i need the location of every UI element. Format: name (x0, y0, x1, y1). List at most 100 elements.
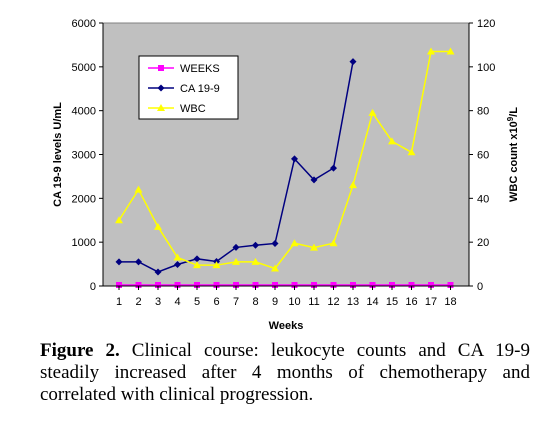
wbc-point (115, 216, 123, 224)
ca19-9-point (157, 84, 165, 92)
x-tick-label: 8 (252, 296, 258, 308)
legend-label: WEEKS (180, 63, 220, 75)
x-tick-label: 12 (327, 296, 339, 308)
legend-label: CA 19-9 (180, 83, 220, 95)
x-tick-label: 14 (366, 296, 378, 308)
wbc-point (329, 239, 338, 247)
x-axis-title: Weeks (269, 320, 304, 332)
y-left-tick-label: 5000 (72, 62, 96, 74)
wbc-point (173, 253, 182, 261)
weeks-point (389, 282, 395, 288)
y-left-tick-label: 0 (90, 281, 96, 293)
caption-label: Figure 2. (40, 340, 120, 361)
weeks-point (233, 282, 239, 288)
y-axis-left-title: CA 19-9 levels U/mL (52, 102, 64, 207)
weeks-point (330, 282, 337, 288)
wbc-point (212, 261, 221, 269)
wbc-point (154, 222, 162, 230)
y-axis-right-title-sup: 9 (506, 116, 515, 121)
weeks-point (158, 65, 164, 71)
x-tick-label: 2 (135, 296, 141, 308)
ca19-9-series (115, 58, 357, 276)
ca19-9-point (271, 239, 279, 247)
weeks-point (194, 282, 200, 288)
weeks-point (350, 282, 356, 288)
wbc-point (232, 257, 240, 265)
y-right-tick-label: 20 (477, 237, 489, 249)
weeks-legend-item: WEEKS (148, 63, 220, 75)
y-right-tick-label: 100 (477, 62, 495, 74)
wbc-point (134, 185, 143, 193)
wbc-point (251, 257, 260, 265)
x-tick-label: 16 (405, 296, 417, 308)
wbc-point (407, 148, 416, 156)
y-left-tick-label: 1000 (72, 237, 96, 249)
wbc-point (290, 239, 299, 247)
ca19-9-point (291, 155, 298, 163)
weeks-point (213, 282, 220, 288)
ca19-9-point (349, 58, 357, 66)
y-left-tick-label: 3000 (72, 150, 96, 162)
legend-label: WBC (180, 103, 206, 115)
legend: WEEKS CA 19-9 WBC (138, 55, 239, 120)
weeks-point (291, 282, 298, 288)
x-tick-label: 7 (233, 296, 239, 308)
chart: 0 1000 2000 3000 4000 5000 6000 0 20 40 60 80 100 120… (52, 18, 521, 332)
ca19-9-legend-item: CA 19-9 (148, 83, 220, 95)
y-right-tick-label: 80 (477, 106, 489, 118)
wbc-series (115, 47, 455, 272)
weeks-point (135, 282, 142, 288)
wbc-legend-item: WBC (148, 103, 206, 115)
weeks-point (252, 282, 259, 288)
weeks-point (369, 282, 376, 288)
ca19-9-point (330, 164, 337, 172)
y-right-tick-label: 0 (477, 281, 483, 293)
ca19-9-point (252, 241, 259, 249)
x-tick-label: 9 (272, 296, 278, 308)
wbc-point (446, 47, 455, 55)
ca19-9-point (174, 261, 181, 269)
x-tick-label: 17 (425, 296, 437, 308)
y-right-tick-label: 40 (477, 193, 489, 205)
x-tick-label: 5 (194, 296, 200, 308)
caption-text: Clinical course: leukocyte counts and CA… (40, 340, 530, 405)
x-tick-label: 4 (174, 296, 180, 308)
weeks-point (174, 282, 181, 288)
ca19-9-point (310, 176, 318, 184)
x-tick-label: 6 (213, 296, 219, 308)
y-left-tick-label: 2000 (72, 193, 96, 205)
x-tick-label: 18 (444, 296, 456, 308)
ca19-9-point (135, 258, 142, 266)
x-tick-label: 10 (288, 296, 300, 308)
y-left-tick-label: 4000 (72, 106, 96, 118)
y-axis-right-title: WBC count x109/L (506, 107, 521, 202)
wbc-point (157, 104, 165, 111)
weeks-point (447, 282, 454, 288)
y-axis-right-title-prefix: WBC count x10 (508, 121, 520, 202)
weeks-point (272, 282, 278, 288)
figure-caption: Figure 2. Clinical course: leukocyte cou… (40, 340, 530, 406)
ca19-9-point (232, 243, 240, 251)
wbc-point (349, 181, 357, 189)
ca19-9-point (193, 255, 201, 263)
x-tick-label: 11 (308, 296, 319, 308)
x-tick-label: 13 (347, 296, 359, 308)
y-right-tick-label: 120 (477, 18, 495, 30)
wbc-point (368, 108, 377, 116)
weeks-point (408, 282, 415, 288)
y-axis-right-title-suffix: /L (508, 107, 520, 117)
x-tick-label: 1 (116, 296, 122, 308)
weeks-point (428, 282, 434, 288)
wbc-point (388, 137, 396, 145)
weeks-point (155, 282, 161, 288)
x-tick-label: 3 (155, 296, 161, 308)
wbc-point (193, 261, 201, 269)
wbc-point (427, 47, 435, 55)
wbc-point (310, 243, 318, 251)
ca19-9-point (154, 268, 162, 276)
ca19-9-point (115, 258, 123, 266)
x-tick-label: 15 (386, 296, 398, 308)
y-right-tick-label: 60 (477, 150, 489, 162)
weeks-point (311, 282, 317, 288)
wbc-point (271, 264, 279, 272)
